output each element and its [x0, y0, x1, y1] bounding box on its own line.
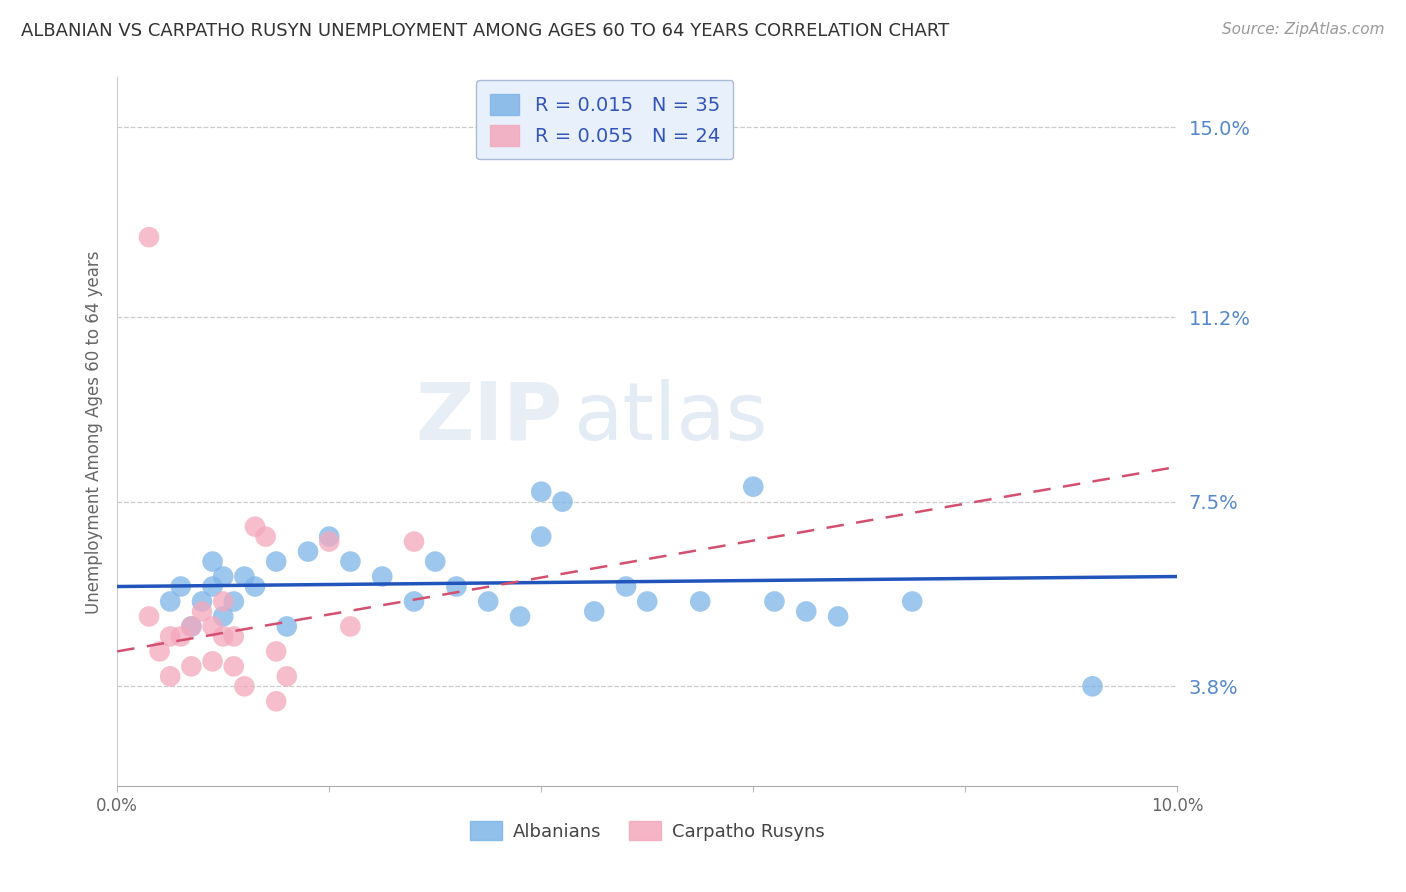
Point — [191, 604, 214, 618]
Point — [509, 609, 531, 624]
Point — [180, 619, 202, 633]
Point — [530, 530, 553, 544]
Point — [530, 484, 553, 499]
Point — [636, 594, 658, 608]
Text: ALBANIAN VS CARPATHO RUSYN UNEMPLOYMENT AMONG AGES 60 TO 64 YEARS CORRELATION CH: ALBANIAN VS CARPATHO RUSYN UNEMPLOYMENT … — [21, 22, 949, 40]
Point — [170, 629, 193, 643]
Point — [201, 654, 224, 668]
Point — [201, 619, 224, 633]
Text: Source: ZipAtlas.com: Source: ZipAtlas.com — [1222, 22, 1385, 37]
Point — [170, 580, 193, 594]
Point — [901, 594, 924, 608]
Point — [180, 659, 202, 673]
Point — [402, 594, 425, 608]
Point — [689, 594, 711, 608]
Point — [159, 669, 181, 683]
Point — [477, 594, 499, 608]
Point — [180, 619, 202, 633]
Point — [201, 580, 224, 594]
Point — [233, 679, 256, 693]
Point — [212, 629, 235, 643]
Point — [159, 629, 181, 643]
Point — [446, 580, 468, 594]
Point — [233, 569, 256, 583]
Point — [201, 555, 224, 569]
Point — [212, 569, 235, 583]
Point — [551, 494, 574, 508]
Y-axis label: Unemployment Among Ages 60 to 64 years: Unemployment Among Ages 60 to 64 years — [86, 250, 103, 614]
Point — [212, 609, 235, 624]
Point — [583, 604, 606, 618]
Point — [276, 619, 298, 633]
Point — [191, 594, 214, 608]
Legend: R = 0.015   N = 35, R = 0.055   N = 24: R = 0.015 N = 35, R = 0.055 N = 24 — [477, 80, 734, 160]
Point — [149, 644, 172, 658]
Point — [763, 594, 786, 608]
Point — [425, 555, 447, 569]
Point — [339, 619, 361, 633]
Point — [222, 629, 245, 643]
Point — [222, 659, 245, 673]
Point — [614, 580, 637, 594]
Point — [339, 555, 361, 569]
Point — [318, 530, 340, 544]
Point — [212, 594, 235, 608]
Point — [138, 609, 160, 624]
Point — [264, 694, 287, 708]
Point — [159, 594, 181, 608]
Text: atlas: atlas — [574, 378, 768, 457]
Point — [794, 604, 817, 618]
Point — [276, 669, 298, 683]
Point — [318, 534, 340, 549]
Point — [222, 594, 245, 608]
Point — [243, 519, 266, 533]
Point — [371, 569, 394, 583]
Point — [742, 480, 765, 494]
Point — [254, 530, 277, 544]
Point — [138, 230, 160, 244]
Point — [1081, 679, 1104, 693]
Point — [297, 544, 319, 558]
Text: ZIP: ZIP — [415, 378, 562, 457]
Point — [264, 555, 287, 569]
Point — [402, 534, 425, 549]
Point — [827, 609, 849, 624]
Point — [243, 580, 266, 594]
Point — [264, 644, 287, 658]
